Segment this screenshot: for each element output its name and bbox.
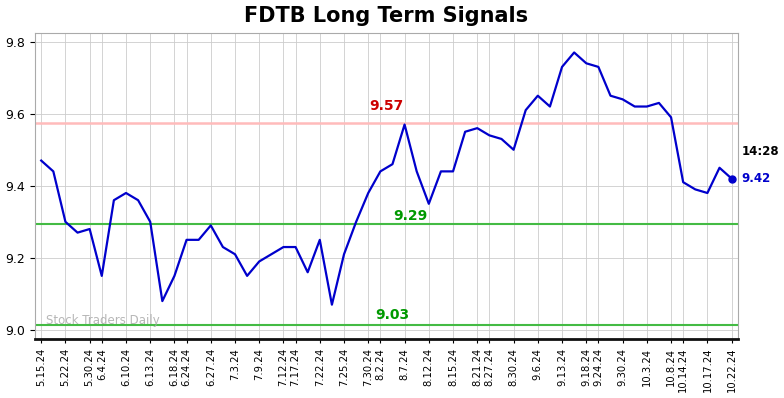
Text: 14:28: 14:28	[742, 145, 779, 158]
Text: 9.29: 9.29	[394, 209, 428, 223]
Text: Stock Traders Daily: Stock Traders Daily	[45, 314, 159, 327]
Title: FDTB Long Term Signals: FDTB Long Term Signals	[245, 6, 528, 25]
Text: 9.42: 9.42	[742, 172, 771, 185]
Text: 9.03: 9.03	[376, 308, 409, 322]
Text: 9.57: 9.57	[369, 99, 404, 113]
